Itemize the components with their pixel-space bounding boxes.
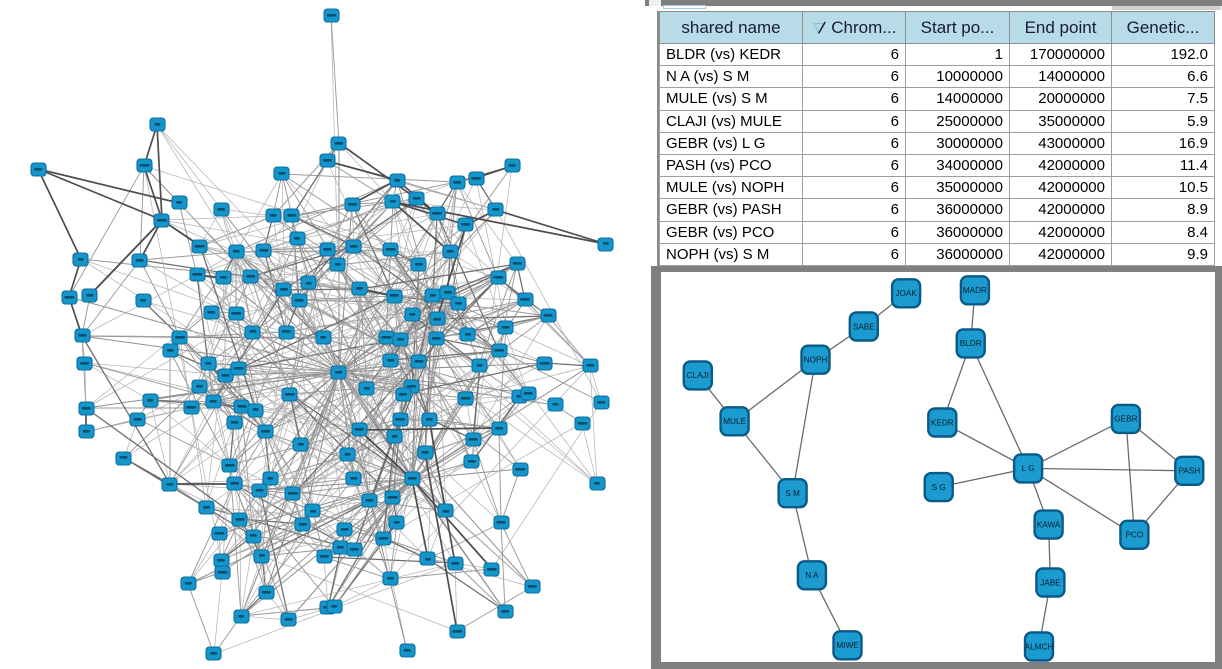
svg-text:KEDR: KEDR [930,418,953,427]
svg-text:S M: S M [785,489,800,498]
svg-text:L G: L G [1021,464,1034,473]
svg-text:SABE: SABE [852,322,874,331]
svg-text:MIWE: MIWE [836,641,859,650]
svg-text:PCO: PCO [1125,530,1143,539]
svg-text:KAWA: KAWA [1036,520,1060,529]
svg-text:BLDR: BLDR [959,339,981,348]
svg-text:JABE: JABE [1040,578,1061,587]
svg-text:MADR: MADR [962,286,986,295]
svg-text:MULE: MULE [723,417,746,426]
svg-text:ALMCH: ALMCH [1024,642,1053,651]
svg-text:GEBR: GEBR [1114,414,1137,423]
svg-text:CLAJI: CLAJI [686,371,708,380]
svg-text:S G: S G [931,482,945,491]
svg-text:PASH: PASH [1178,466,1200,475]
svg-text:JOAK: JOAK [895,289,917,298]
svg-text:N A: N A [805,571,819,580]
svg-text:NOPH: NOPH [803,355,827,364]
